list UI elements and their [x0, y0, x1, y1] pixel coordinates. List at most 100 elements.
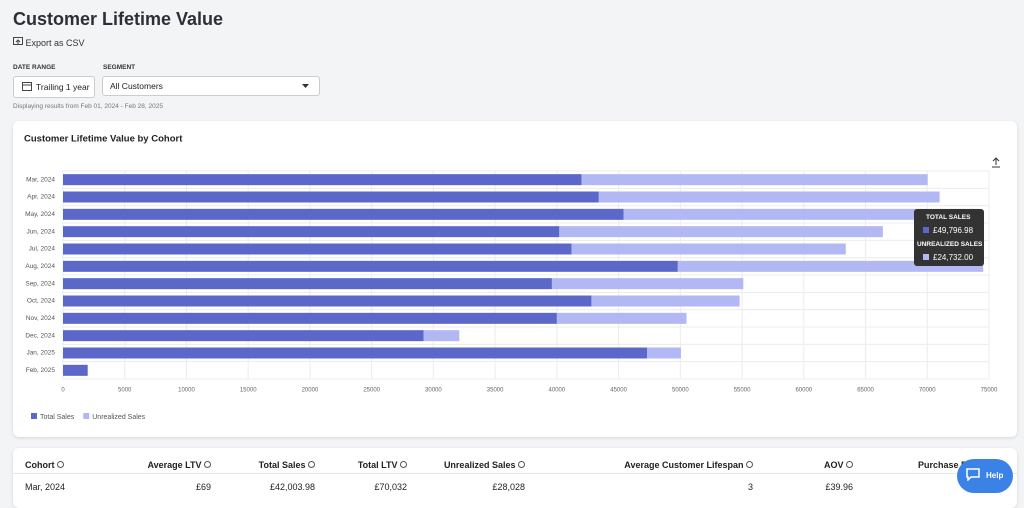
bar [559, 226, 883, 238]
info-icon [746, 461, 753, 468]
export-text: Export as CSV [25, 38, 85, 48]
info-icon [846, 461, 853, 468]
x-tick-label: 10000 [178, 388, 195, 394]
bar [623, 208, 980, 220]
x-tick-label: 45000 [610, 388, 627, 394]
bar [63, 295, 592, 307]
table-card: Cohort Average LTV Total Sales Total LTV… [13, 448, 1017, 508]
x-tick-label: 20000 [302, 388, 319, 394]
bar [63, 347, 647, 359]
column-header: Total Sales [259, 460, 315, 470]
cell: Mar, 2024 [25, 482, 66, 492]
x-tick-label: 0 [61, 388, 65, 394]
legend-swatch [31, 413, 37, 419]
x-tick-label: 35000 [487, 388, 504, 394]
chart-title: Customer Lifetime Value by Cohort [24, 134, 183, 145]
page-title: Customer Lifetime Value [13, 9, 224, 29]
tooltip-label: UNREALIZED SALES [917, 241, 983, 248]
y-tick-label: Nov, 2024 [26, 315, 56, 322]
column-header: Total LTV [358, 460, 407, 470]
y-tick-label: Dec, 2024 [25, 332, 55, 339]
export-button[interactable]: Export as CSV [13, 37, 85, 48]
legend-label: Unrealized Sales [92, 414, 145, 421]
x-tick-label: 40000 [549, 388, 566, 394]
bar [591, 295, 740, 307]
export-icon [13, 37, 23, 45]
x-tick-label: 55000 [734, 388, 751, 394]
calendar-icon [22, 82, 32, 91]
cell: 3 [747, 482, 753, 492]
y-tick-label: Jul, 2024 [29, 246, 56, 253]
x-tick-label: 65000 [857, 388, 874, 394]
page: Customer Lifetime Value Export as CSV DA… [13, 9, 1017, 508]
x-tick-label: 75000 [981, 388, 998, 394]
bar [551, 278, 744, 290]
legend-label: Total Sales [40, 414, 75, 421]
header-divider [13, 473, 1017, 474]
column-header: Average LTV [147, 460, 211, 470]
date-range-button[interactable]: Trailing 1 year [13, 76, 95, 98]
bar [63, 208, 624, 220]
help-icon [966, 468, 980, 481]
bar [63, 312, 557, 324]
bar [63, 174, 582, 186]
cell: £42,003.98 [269, 482, 315, 492]
help-button[interactable]: Help [957, 459, 1013, 493]
download-icon[interactable] [992, 157, 1000, 168]
x-tick-label: 25000 [363, 388, 380, 394]
y-tick-label: Oct, 2024 [27, 298, 56, 305]
bar [677, 260, 984, 272]
tooltip-value: £24,732.00 [933, 253, 974, 262]
bar [581, 174, 928, 186]
y-tick-label: Jun, 2024 [26, 228, 55, 235]
bar [63, 226, 560, 238]
info-icon [204, 461, 211, 468]
info-icon [57, 461, 65, 468]
segment-select[interactable]: All Customers [102, 76, 320, 96]
tooltip: TOTAL SALES £49,796.98 UNREALIZED SALES … [914, 209, 984, 266]
info-icon [518, 461, 525, 468]
x-tick-label: 50000 [672, 388, 689, 394]
x-tick-label: 5000 [118, 388, 132, 394]
tooltip-value: £49,796.98 [933, 226, 974, 235]
y-tick-label: Sep, 2024 [25, 280, 55, 287]
chart: Customer Lifetime Value by Cohort 0 5000 1… [24, 134, 1000, 421]
tooltip-swatch [923, 227, 929, 233]
tooltip-swatch [923, 254, 929, 260]
bar [571, 243, 846, 255]
chart-card: Customer Lifetime Value by Cohort 0 5000 1… [13, 121, 1017, 437]
y-tick-label: Feb, 2025 [26, 367, 56, 374]
bar [63, 364, 88, 376]
bar [63, 191, 599, 203]
column-header: Average Customer Lifespan [624, 460, 753, 470]
bar [646, 347, 681, 359]
y-tick-label: Jan, 2025 [26, 350, 55, 357]
x-tick-label: 30000 [425, 388, 442, 394]
x-tick-label: 70000 [919, 388, 936, 394]
bar [598, 191, 940, 203]
info-icon [400, 461, 407, 468]
cell: £69 [195, 482, 211, 492]
bar [63, 330, 424, 342]
y-tick-label: Mar, 2024 [26, 176, 55, 183]
bar [556, 312, 687, 324]
info-icon [308, 461, 315, 468]
tooltip-label: TOTAL SALES [926, 214, 971, 221]
results-note: Displaying results from Feb 01, 2024 - F… [13, 103, 163, 110]
bar [63, 243, 572, 255]
legend-swatch [83, 413, 90, 419]
segment-label: SEGMENT [103, 64, 136, 71]
y-tick-label: Apr, 2024 [27, 194, 55, 201]
bar [63, 278, 552, 290]
bar [423, 330, 460, 342]
column-header: Cohort [25, 460, 65, 470]
help-text: Help [986, 471, 1004, 480]
column-header: Unrealized Sales [444, 460, 525, 470]
x-tick-label: 60000 [795, 388, 812, 394]
cell: £70,032 [374, 482, 407, 492]
y-tick-label: Aug, 2024 [25, 263, 55, 270]
dropdown-arrow [302, 84, 309, 88]
x-tick-label: 15000 [240, 388, 257, 394]
cell: £28,028 [492, 482, 525, 492]
column-header: AOV [824, 460, 853, 470]
